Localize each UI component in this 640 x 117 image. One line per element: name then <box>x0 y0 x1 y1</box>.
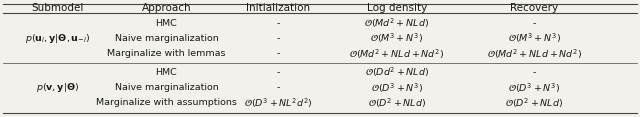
Text: HMC: HMC <box>156 19 177 28</box>
Text: -: - <box>532 68 536 77</box>
Text: $p(\mathbf{u}_i, \mathbf{y}|\boldsymbol{\Theta}, \mathbf{u}_{-i})$: $p(\mathbf{u}_i, \mathbf{y}|\boldsymbol{… <box>25 32 90 45</box>
Text: $\mathcal{O}(D^2 + NLd)$: $\mathcal{O}(D^2 + NLd)$ <box>506 96 563 110</box>
Text: Marginalize with assumptions: Marginalize with assumptions <box>96 99 237 107</box>
Text: -: - <box>276 83 280 92</box>
Text: Initialization: Initialization <box>246 3 310 13</box>
Text: Naive marginalization: Naive marginalization <box>115 34 218 43</box>
Text: $\mathcal{O}(D^2 + NLd)$: $\mathcal{O}(D^2 + NLd)$ <box>368 96 426 110</box>
Text: $\mathcal{O}(Md^2 + NLd + Nd^2)$: $\mathcal{O}(Md^2 + NLd + Nd^2)$ <box>349 47 444 61</box>
Text: $\mathcal{O}(Md^2 + NLd)$: $\mathcal{O}(Md^2 + NLd)$ <box>364 17 429 30</box>
Text: $\mathcal{O}(Dd^2 + NLd)$: $\mathcal{O}(Dd^2 + NLd)$ <box>365 66 429 79</box>
Text: -: - <box>276 68 280 77</box>
Text: HMC: HMC <box>156 68 177 77</box>
Text: Approach: Approach <box>141 3 191 13</box>
Text: Log density: Log density <box>367 3 427 13</box>
Text: -: - <box>276 19 280 28</box>
Text: $p(\mathbf{v}, \mathbf{y}|\boldsymbol{\Theta})$: $p(\mathbf{v}, \mathbf{y}|\boldsymbol{\T… <box>36 81 79 94</box>
Text: Recovery: Recovery <box>510 3 559 13</box>
Text: $\mathcal{O}(D^3 + N^3)$: $\mathcal{O}(D^3 + N^3)$ <box>508 81 561 95</box>
Text: $\mathcal{O}(Md^2 + NLd + Nd^2)$: $\mathcal{O}(Md^2 + NLd + Nd^2)$ <box>487 47 582 61</box>
Text: $\mathcal{O}(M^3 + N^3)$: $\mathcal{O}(M^3 + N^3)$ <box>508 32 561 45</box>
Text: $\mathcal{O}(D^3 + NL^2d^2)$: $\mathcal{O}(D^3 + NL^2d^2)$ <box>244 96 313 110</box>
Text: -: - <box>532 19 536 28</box>
Text: $\mathcal{O}(M^3 + N^3)$: $\mathcal{O}(M^3 + N^3)$ <box>371 32 423 45</box>
Text: -: - <box>276 49 280 58</box>
Text: $\mathcal{O}(D^3 + N^3)$: $\mathcal{O}(D^3 + N^3)$ <box>371 81 423 95</box>
Text: Naive marginalization: Naive marginalization <box>115 83 218 92</box>
Text: Marginalize with lemmas: Marginalize with lemmas <box>107 49 226 58</box>
Text: Submodel: Submodel <box>31 3 84 13</box>
Text: -: - <box>276 34 280 43</box>
